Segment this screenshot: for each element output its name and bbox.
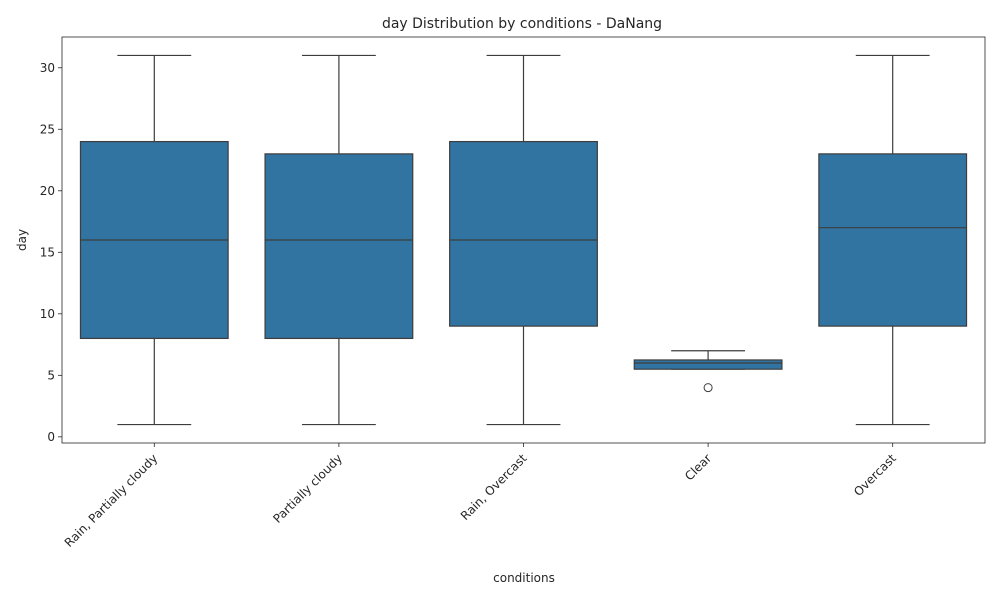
x-tick-label: Rain, Partially cloudy [62,451,161,550]
x-axis-label: conditions [493,571,555,585]
iqr-box [818,153,968,327]
iqr-box [633,359,783,370]
x-tick-label: Overcast [851,451,899,499]
y-tick-label: 0 [47,430,55,444]
y-tick-label: 10 [40,307,55,321]
y-tick-label: 25 [40,122,55,136]
iqr-box [264,153,414,340]
plot-area: 0 5 10 15 20 25 30 Rain, Partially cloudy Partia… [40,54,968,550]
iqr-box [449,140,598,327]
outlier-point [703,383,713,393]
y-tick-label: 20 [40,184,55,198]
x-tick-label: Clear [682,451,714,483]
box-group [633,350,783,393]
y-tick-label: 30 [40,61,55,75]
x-tick-label: Partially cloudy [270,451,345,526]
y-tick-label: 15 [40,245,55,259]
box-group [264,54,414,426]
axes-frame [61,36,986,444]
chart-title: day Distribution by conditions - DaNang [382,16,662,32]
y-axis-label: day [15,229,29,251]
x-tick-label: Rain, Overcast [458,451,530,523]
box-group [818,54,968,426]
box-group [449,54,598,426]
box-group [79,54,229,426]
y-tick-label: 5 [47,368,55,382]
